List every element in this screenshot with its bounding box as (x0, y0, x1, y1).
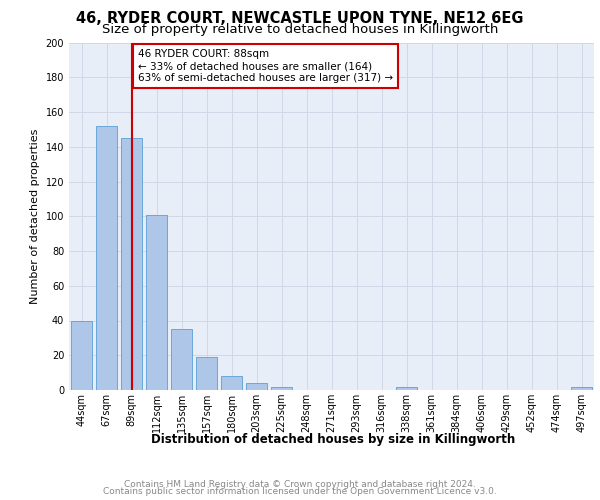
Bar (171, 329, 192, 390)
Text: Contains HM Land Registry data © Crown copyright and database right 2024.: Contains HM Land Registry data © Crown c… (124, 480, 476, 489)
Bar (221, 376, 242, 390)
Text: Size of property relative to detached houses in Killingworth: Size of property relative to detached ho… (102, 22, 498, 36)
Bar (271, 386, 292, 390)
Bar (96, 126, 117, 390)
Text: Contains public sector information licensed under the Open Government Licence v3: Contains public sector information licen… (103, 488, 497, 496)
Bar (121, 138, 142, 390)
Bar (146, 214, 167, 390)
Bar (571, 386, 592, 390)
Text: Distribution of detached houses by size in Killingworth: Distribution of detached houses by size … (151, 432, 515, 446)
Text: 46 RYDER COURT: 88sqm
← 33% of detached houses are smaller (164)
63% of semi-det: 46 RYDER COURT: 88sqm ← 33% of detached … (138, 50, 393, 82)
Bar (396, 386, 417, 390)
Bar (246, 383, 267, 390)
Y-axis label: Number of detached properties: Number of detached properties (30, 128, 40, 304)
Bar (196, 357, 217, 390)
Text: 46, RYDER COURT, NEWCASTLE UPON TYNE, NE12 6EG: 46, RYDER COURT, NEWCASTLE UPON TYNE, NE… (76, 11, 524, 26)
Bar (71, 320, 92, 390)
